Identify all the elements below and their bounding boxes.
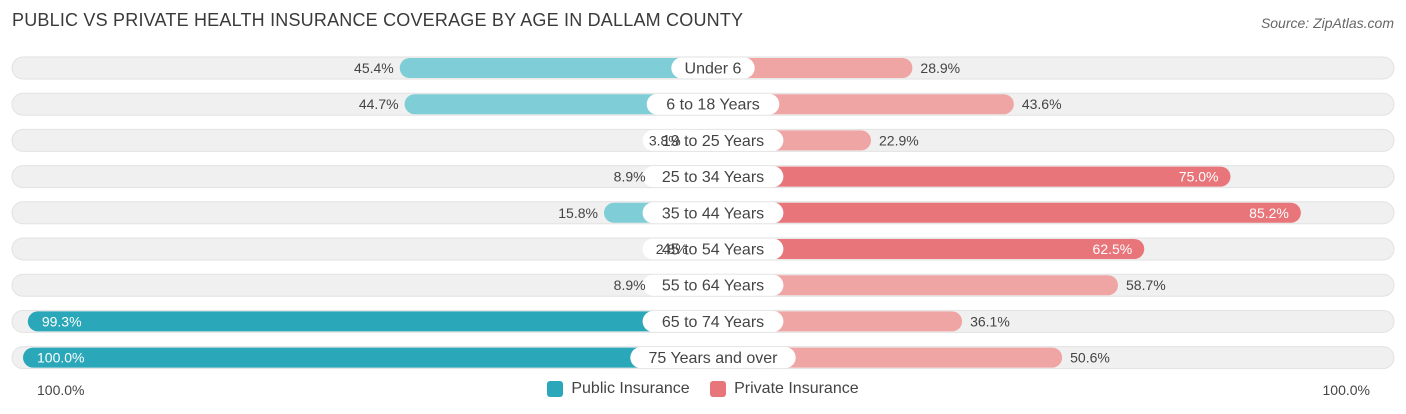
category-label: 25 to 34 Years — [662, 169, 764, 186]
legend-item-public[interactable]: Public Insurance — [547, 380, 690, 398]
value-label-public: 8.9% — [614, 169, 646, 185]
value-label-private: 28.9% — [920, 60, 960, 76]
category-label: 35 to 44 Years — [662, 205, 764, 222]
value-label-private: 85.2% — [1249, 205, 1289, 221]
category-pill — [642, 129, 784, 151]
category-pill — [642, 238, 784, 260]
value-label-public: 100.0% — [37, 350, 84, 366]
axis-label-left: 100.0% — [37, 382, 85, 398]
value-label-public: 15.8% — [558, 205, 598, 221]
bar-private — [713, 202, 1301, 223]
value-label-public: 2.8% — [656, 241, 688, 257]
category-pill — [642, 202, 784, 224]
legend-swatch-public — [547, 381, 564, 397]
legend-item-private[interactable]: Private Insurance — [710, 380, 859, 398]
value-label-private: 22.9% — [879, 132, 919, 148]
value-label-private: 50.6% — [1070, 350, 1110, 366]
axis-label-right: 100.0% — [1322, 382, 1370, 398]
value-label-private: 36.1% — [970, 313, 1010, 329]
value-label-public: 8.9% — [614, 277, 646, 293]
legend: Public Insurance Private Insurance — [0, 380, 1406, 402]
category-label: Under 6 — [685, 61, 742, 78]
bar-private — [713, 166, 1231, 187]
value-label-public: 99.3% — [42, 313, 82, 329]
category-label: 45 to 54 Years — [662, 242, 764, 259]
category-pill — [646, 93, 780, 115]
value-label-private: 43.6% — [1022, 96, 1062, 112]
value-label-public: 3.8% — [649, 132, 681, 148]
value-label-private: 58.7% — [1126, 277, 1166, 293]
bar-private — [713, 94, 1014, 115]
bar-private — [713, 239, 1145, 259]
category-label: 65 to 74 Years — [662, 314, 764, 331]
bar-public — [404, 94, 713, 115]
category-pill — [642, 310, 784, 332]
category-label: 19 to 25 Years — [662, 133, 764, 150]
category-label: 55 to 64 Years — [662, 278, 764, 295]
source-label: Source: ZipAtlas.com — [1260, 15, 1394, 31]
bar-private — [713, 58, 913, 78]
legend-label-public: Public Insurance — [571, 380, 690, 397]
category-pill — [642, 274, 784, 296]
value-label-public: 44.7% — [359, 96, 399, 112]
bar-private — [713, 347, 1063, 368]
bar-public — [27, 311, 713, 332]
chart-title: PUBLIC VS PRIVATE HEALTH INSURANCE COVER… — [12, 10, 744, 30]
category-pill — [642, 166, 784, 188]
bar-public — [399, 58, 713, 78]
value-label-private: 75.0% — [1179, 169, 1219, 185]
category-pill — [630, 347, 796, 369]
category-label: 6 to 18 Years — [666, 97, 759, 114]
bar-private — [713, 275, 1119, 296]
category-label: 75 Years and over — [649, 350, 779, 367]
bar-public — [23, 347, 713, 368]
value-label-public: 45.4% — [354, 60, 394, 76]
legend-swatch-private — [710, 381, 727, 397]
legend-label-private: Private Insurance — [734, 380, 859, 397]
category-pill — [671, 57, 755, 79]
value-label-private: 62.5% — [1093, 241, 1133, 257]
